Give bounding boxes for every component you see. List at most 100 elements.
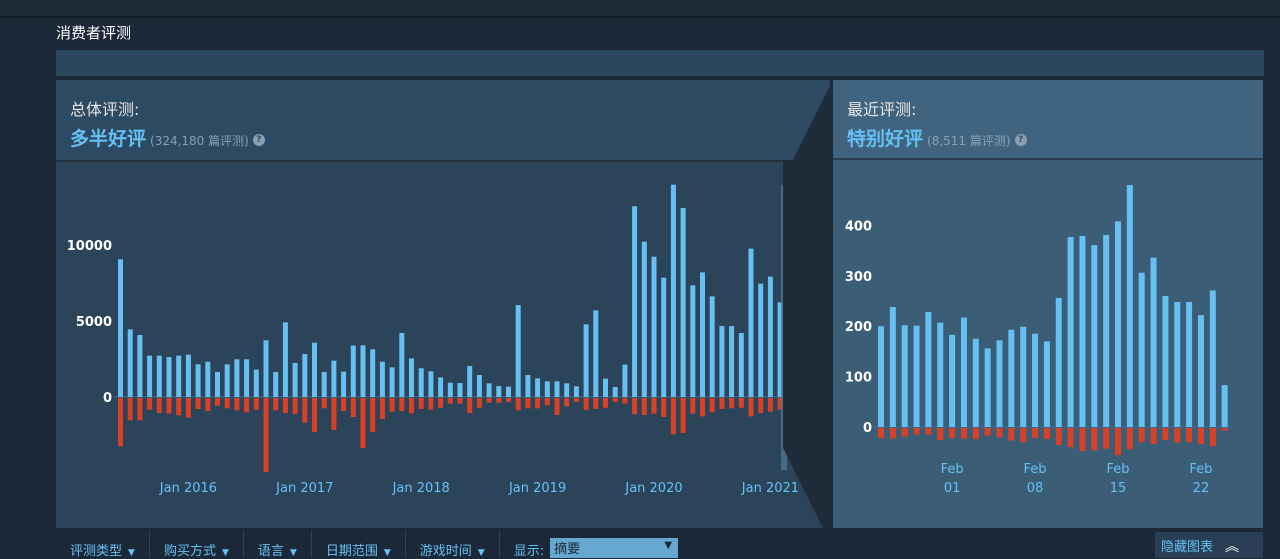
positive-bar: [670, 184, 676, 397]
negative-bar: [641, 398, 647, 416]
overall-score-text[interactable]: 多半好评: [70, 128, 147, 150]
negative-bar: [937, 428, 944, 441]
x-tick-label: Feb: [941, 462, 964, 477]
negative-bar: [651, 398, 657, 414]
positive-bar: [1197, 315, 1204, 427]
overall-count: (324,180 篇评测): [150, 134, 249, 148]
positive-bar: [321, 371, 327, 397]
overall-reviews-chart[interactable]: 10000 5000 0 Jan 2016 Jan 2017 Jan 2018 Jan 20…: [56, 160, 830, 528]
negative-bar: [719, 398, 725, 409]
positive-bar: [777, 302, 783, 397]
positive-bar: [525, 374, 531, 397]
negative-bar: [185, 398, 191, 418]
negative-bar: [428, 398, 434, 410]
x-tick-label: Jan 2017: [275, 481, 333, 496]
x-tick-sublabel: 08: [1027, 481, 1044, 496]
negative-bar: [389, 398, 395, 412]
double-chevron-up-icon: ︽: [1225, 539, 1240, 555]
negative-bar: [554, 398, 560, 416]
positive-bar: [418, 368, 424, 397]
positive-bar: [244, 359, 250, 397]
negative-bar: [1115, 428, 1121, 456]
negative-bar: [1032, 428, 1039, 439]
negative-bar: [525, 398, 531, 409]
recent-reviews-chart[interactable]: 400 300 200 100 0 Feb 01 Feb 08 Feb 15 Feb 22: [833, 160, 1263, 528]
positive-bar: [719, 326, 725, 397]
negative-bar: [176, 398, 182, 416]
positive-bar: [1138, 272, 1145, 427]
positive-bar: [913, 325, 920, 427]
negative-bar: [312, 398, 317, 433]
positive-bar: [544, 381, 550, 397]
recent-score-text[interactable]: 特别好评: [847, 128, 924, 150]
positive-bar: [457, 383, 463, 397]
positive-bar: [651, 256, 657, 397]
positive-bar: [889, 307, 896, 427]
positive-bar: [1079, 235, 1086, 427]
question-circle-icon[interactable]: ?: [252, 133, 265, 146]
display-select[interactable]: 摘要 ▼: [550, 538, 679, 558]
negative-bar: [612, 398, 618, 402]
positive-bar: [515, 305, 521, 397]
negative-bar: [603, 398, 608, 408]
negative-bar: [447, 398, 453, 404]
overall-reviews-header: 总体评测: 多半好评 (324,180 篇评测)?: [56, 80, 830, 162]
positive-bar: [506, 386, 511, 397]
negative-bar: [1126, 428, 1133, 450]
negative-bar: [700, 398, 705, 417]
negative-bar: [1150, 428, 1157, 445]
negative-bar: [263, 398, 269, 473]
positive-bar: [370, 349, 376, 397]
negative-bar: [573, 398, 579, 402]
caret-down-icon: ▼: [221, 548, 229, 558]
positive-bar: [661, 277, 667, 397]
positive-bar: [1150, 257, 1157, 427]
positive-bar: [224, 364, 230, 397]
positive-bar: [564, 383, 570, 397]
negative-bar: [127, 398, 133, 421]
y-tick-label: 10000: [67, 239, 112, 254]
negative-bar: [118, 398, 123, 447]
display-label: 显示:: [513, 544, 545, 559]
filter-playtime[interactable]: 游戏时间 ▼: [406, 530, 500, 559]
recent-count: (8,511 篇评测): [927, 134, 1011, 148]
overall-score: 多半好评 (324,180 篇评测)?: [70, 124, 265, 151]
negative-bar: [224, 398, 230, 409]
positive-bar: [1043, 341, 1050, 427]
positive-bar: [379, 361, 385, 397]
filter-date-range[interactable]: 日期范围 ▼: [312, 530, 406, 559]
filter-review-type[interactable]: 评测类型 ▼: [56, 530, 150, 559]
negative-bar: [137, 398, 143, 421]
negative-bar: [544, 398, 550, 406]
negative-bar: [457, 398, 463, 404]
hide-graph-button[interactable]: 隐藏图表 ︽: [1155, 532, 1263, 558]
negative-bar: [476, 398, 482, 408]
y-tick-label: 0: [103, 391, 112, 406]
negative-bar: [253, 398, 259, 410]
positive-bar: [215, 371, 220, 397]
negative-bar: [399, 398, 405, 412]
negative-bar: [535, 398, 541, 409]
negative-bar: [467, 398, 473, 414]
negative-bar: [960, 428, 967, 439]
y-tick-label: 300: [845, 270, 872, 285]
question-circle-icon[interactable]: ?: [1014, 133, 1027, 146]
zoom-connector-shape: [783, 80, 833, 528]
negative-bar: [748, 398, 754, 417]
caret-down-icon: ▼: [128, 548, 135, 558]
recent-reviews-header: 最近评测: 特别好评 (8,511 篇评测)?: [833, 80, 1263, 160]
positive-bar: [878, 326, 884, 427]
review-summary-strip: [56, 50, 1264, 76]
positive-bar: [709, 296, 715, 397]
positive-bar: [312, 342, 317, 397]
positive-bar: [147, 355, 153, 397]
positive-bar: [282, 322, 288, 397]
positive-bar: [1162, 295, 1169, 427]
zoom-connector: [783, 80, 833, 528]
negative-bar: [1067, 428, 1074, 448]
filter-language[interactable]: 语言 ▼: [244, 530, 312, 559]
positive-bar: [641, 241, 647, 397]
negative-bar: [996, 428, 1003, 438]
filter-purchase-type[interactable]: 购买方式 ▼: [150, 530, 244, 559]
positive-bar: [350, 345, 356, 397]
